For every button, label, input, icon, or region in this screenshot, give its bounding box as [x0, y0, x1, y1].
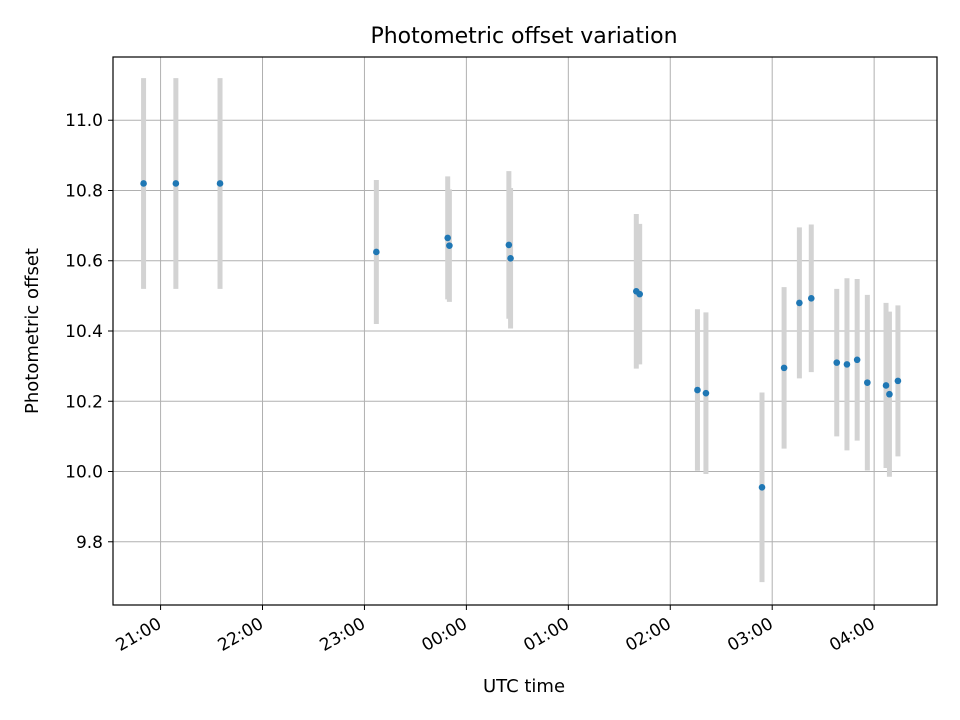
data-point: [780, 364, 788, 372]
data-point: [507, 254, 514, 262]
chart-title: Photometric offset variation: [370, 24, 677, 49]
y-tick-label: 10.2: [65, 392, 103, 412]
data-point: [446, 242, 453, 249]
y-tick-label: 10.0: [65, 463, 103, 483]
data-point: [853, 356, 861, 364]
data-points: [140, 180, 902, 491]
y-tick-label: 11.0: [65, 111, 103, 131]
y-axis-label: Photometric offset: [22, 248, 43, 414]
y-axis-ticks: 9.8 10.0 10.2 10.4 10.6 10.8 11.0: [65, 111, 113, 553]
grid: [113, 57, 937, 605]
y-tick-label: 10.4: [65, 322, 103, 342]
y-tick-label: 10.6: [65, 252, 103, 272]
data-point: [694, 386, 701, 394]
y-tick-label: 9.8: [76, 533, 103, 553]
data-point: [172, 180, 180, 187]
data-point: [807, 295, 815, 302]
data-point: [636, 290, 643, 298]
data-point: [373, 248, 380, 256]
data-point: [796, 299, 803, 307]
data-point: [702, 389, 710, 397]
data-point: [758, 484, 766, 491]
data-point: [864, 379, 871, 386]
data-point: [843, 361, 851, 368]
y-tick-label: 10.8: [65, 181, 103, 201]
data-point: [216, 180, 224, 187]
data-point: [833, 359, 841, 366]
data-point: [140, 180, 147, 187]
data-point: [505, 241, 513, 249]
data-point: [882, 382, 890, 389]
data-point: [886, 390, 893, 398]
x-axis-label: UTC time: [483, 676, 565, 697]
data-point: [894, 377, 902, 385]
data-point: [444, 234, 451, 242]
